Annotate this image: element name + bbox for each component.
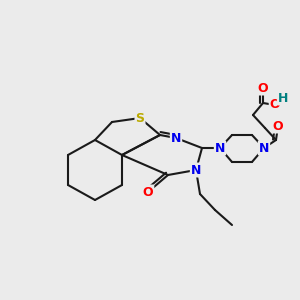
Text: N: N	[215, 142, 225, 154]
Text: O: O	[273, 119, 283, 133]
Text: S: S	[136, 112, 145, 124]
Text: H: H	[278, 92, 288, 104]
Text: O: O	[143, 185, 153, 199]
Text: O: O	[258, 82, 268, 94]
Text: O: O	[270, 98, 280, 112]
Text: N: N	[191, 164, 201, 176]
Text: N: N	[259, 142, 269, 154]
Text: N: N	[171, 131, 181, 145]
